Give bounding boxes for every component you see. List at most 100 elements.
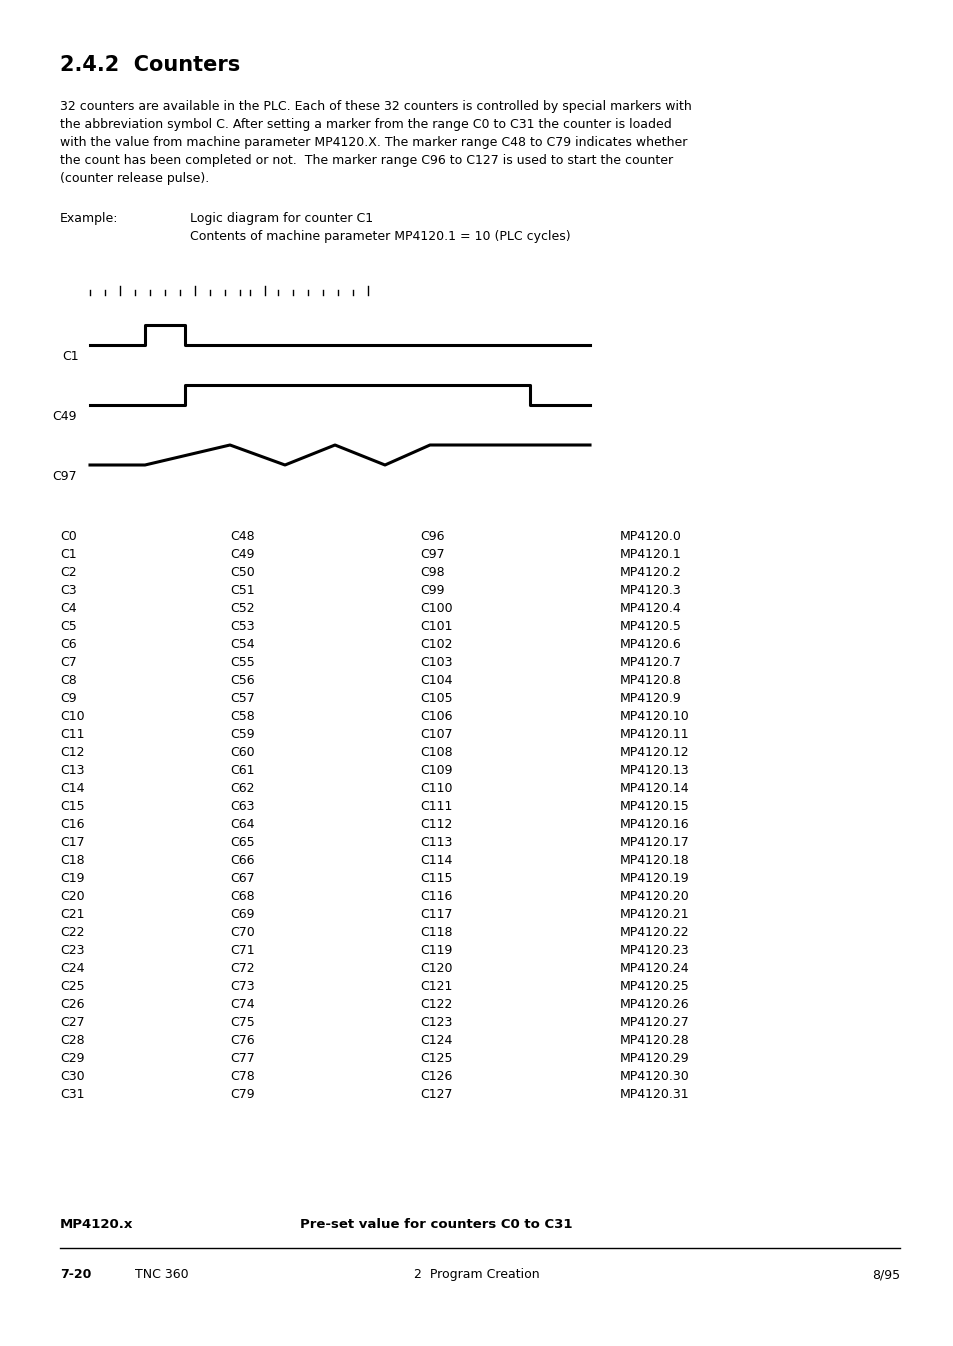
Text: C101: C101 bbox=[419, 621, 452, 633]
Text: C19: C19 bbox=[60, 872, 85, 886]
Text: MP4120.x: MP4120.x bbox=[60, 1218, 133, 1232]
Text: C98: C98 bbox=[419, 567, 444, 579]
Text: C56: C56 bbox=[230, 674, 254, 686]
Text: MP4120.1: MP4120.1 bbox=[619, 548, 681, 561]
Text: MP4120.22: MP4120.22 bbox=[619, 926, 689, 940]
Text: C9: C9 bbox=[60, 692, 76, 705]
Text: C4: C4 bbox=[60, 602, 76, 615]
Text: C107: C107 bbox=[419, 728, 452, 742]
Text: C53: C53 bbox=[230, 621, 254, 633]
Text: MP4120.13: MP4120.13 bbox=[619, 765, 689, 777]
Text: MP4120.12: MP4120.12 bbox=[619, 746, 689, 759]
Text: C117: C117 bbox=[419, 909, 452, 921]
Text: MP4120.4: MP4120.4 bbox=[619, 602, 681, 615]
Text: C6: C6 bbox=[60, 638, 76, 651]
Text: C7: C7 bbox=[60, 656, 76, 669]
Text: C18: C18 bbox=[60, 853, 85, 867]
Text: C60: C60 bbox=[230, 746, 254, 759]
Text: Example:: Example: bbox=[60, 213, 118, 225]
Text: C97: C97 bbox=[419, 548, 444, 561]
Text: 8/95: 8/95 bbox=[871, 1268, 899, 1281]
Text: C68: C68 bbox=[230, 890, 254, 903]
Text: MP4120.0: MP4120.0 bbox=[619, 530, 681, 542]
Text: C66: C66 bbox=[230, 853, 254, 867]
Text: MP4120.19: MP4120.19 bbox=[619, 872, 689, 886]
Text: MP4120.20: MP4120.20 bbox=[619, 890, 689, 903]
Text: C67: C67 bbox=[230, 872, 254, 886]
Text: C61: C61 bbox=[230, 765, 254, 777]
Text: C23: C23 bbox=[60, 944, 85, 957]
Text: C103: C103 bbox=[419, 656, 452, 669]
Text: MP4120.25: MP4120.25 bbox=[619, 980, 689, 993]
Text: C15: C15 bbox=[60, 800, 85, 813]
Text: C49: C49 bbox=[230, 548, 254, 561]
Text: C99: C99 bbox=[419, 584, 444, 598]
Text: C14: C14 bbox=[60, 782, 85, 795]
Text: C25: C25 bbox=[60, 980, 85, 993]
Text: C74: C74 bbox=[230, 997, 254, 1011]
Text: C50: C50 bbox=[230, 567, 254, 579]
Text: C22: C22 bbox=[60, 926, 85, 940]
Text: C106: C106 bbox=[419, 709, 452, 723]
Text: C62: C62 bbox=[230, 782, 254, 795]
Text: C110: C110 bbox=[419, 782, 452, 795]
Text: C11: C11 bbox=[60, 728, 85, 742]
Text: C114: C114 bbox=[419, 853, 452, 867]
Text: MP4120.18: MP4120.18 bbox=[619, 853, 689, 867]
Text: MP4120.30: MP4120.30 bbox=[619, 1070, 689, 1084]
Text: C113: C113 bbox=[419, 836, 452, 849]
Text: C116: C116 bbox=[419, 890, 452, 903]
Text: C1: C1 bbox=[62, 350, 78, 363]
Text: MP4120.24: MP4120.24 bbox=[619, 962, 689, 975]
Text: 7-20: 7-20 bbox=[60, 1268, 91, 1281]
Text: C77: C77 bbox=[230, 1053, 254, 1065]
Text: C115: C115 bbox=[419, 872, 452, 886]
Text: MP4120.31: MP4120.31 bbox=[619, 1088, 689, 1101]
Text: C1: C1 bbox=[60, 548, 76, 561]
Text: C65: C65 bbox=[230, 836, 254, 849]
Text: MP4120.10: MP4120.10 bbox=[619, 709, 689, 723]
Text: C31: C31 bbox=[60, 1088, 85, 1101]
Text: C0: C0 bbox=[60, 530, 76, 542]
Text: C5: C5 bbox=[60, 621, 76, 633]
Text: C12: C12 bbox=[60, 746, 85, 759]
Text: C69: C69 bbox=[230, 909, 254, 921]
Text: C75: C75 bbox=[230, 1016, 254, 1028]
Text: C126: C126 bbox=[419, 1070, 452, 1084]
Text: MP4120.5: MP4120.5 bbox=[619, 621, 681, 633]
Text: C20: C20 bbox=[60, 890, 85, 903]
Text: MP4120.9: MP4120.9 bbox=[619, 692, 681, 705]
Text: MP4120.14: MP4120.14 bbox=[619, 782, 689, 795]
Text: C48: C48 bbox=[230, 530, 254, 542]
Text: 2  Program Creation: 2 Program Creation bbox=[414, 1268, 539, 1281]
Text: C26: C26 bbox=[60, 997, 85, 1011]
Text: C119: C119 bbox=[419, 944, 452, 957]
Text: C2: C2 bbox=[60, 567, 76, 579]
Text: C125: C125 bbox=[419, 1053, 452, 1065]
Text: C121: C121 bbox=[419, 980, 452, 993]
Text: C105: C105 bbox=[419, 692, 452, 705]
Text: C76: C76 bbox=[230, 1034, 254, 1047]
Text: with the value from machine parameter MP4120.X. The marker range C48 to C79 indi: with the value from machine parameter MP… bbox=[60, 136, 687, 149]
Text: C16: C16 bbox=[60, 818, 85, 830]
Text: MP4120.7: MP4120.7 bbox=[619, 656, 681, 669]
Text: MP4120.26: MP4120.26 bbox=[619, 997, 689, 1011]
Text: C30: C30 bbox=[60, 1070, 85, 1084]
Text: C108: C108 bbox=[419, 746, 452, 759]
Text: MP4120.2: MP4120.2 bbox=[619, 567, 681, 579]
Text: the abbreviation symbol C. After setting a marker from the range C0 to C31 the c: the abbreviation symbol C. After setting… bbox=[60, 118, 671, 131]
Text: C3: C3 bbox=[60, 584, 76, 598]
Text: C96: C96 bbox=[419, 530, 444, 542]
Text: C70: C70 bbox=[230, 926, 254, 940]
Text: MP4120.21: MP4120.21 bbox=[619, 909, 689, 921]
Text: MP4120.23: MP4120.23 bbox=[619, 944, 689, 957]
Text: C109: C109 bbox=[419, 765, 452, 777]
Text: C10: C10 bbox=[60, 709, 85, 723]
Text: C27: C27 bbox=[60, 1016, 85, 1028]
Text: C78: C78 bbox=[230, 1070, 254, 1084]
Text: C8: C8 bbox=[60, 674, 76, 686]
Text: C100: C100 bbox=[419, 602, 452, 615]
Text: C73: C73 bbox=[230, 980, 254, 993]
Text: C111: C111 bbox=[419, 800, 452, 813]
Text: C51: C51 bbox=[230, 584, 254, 598]
